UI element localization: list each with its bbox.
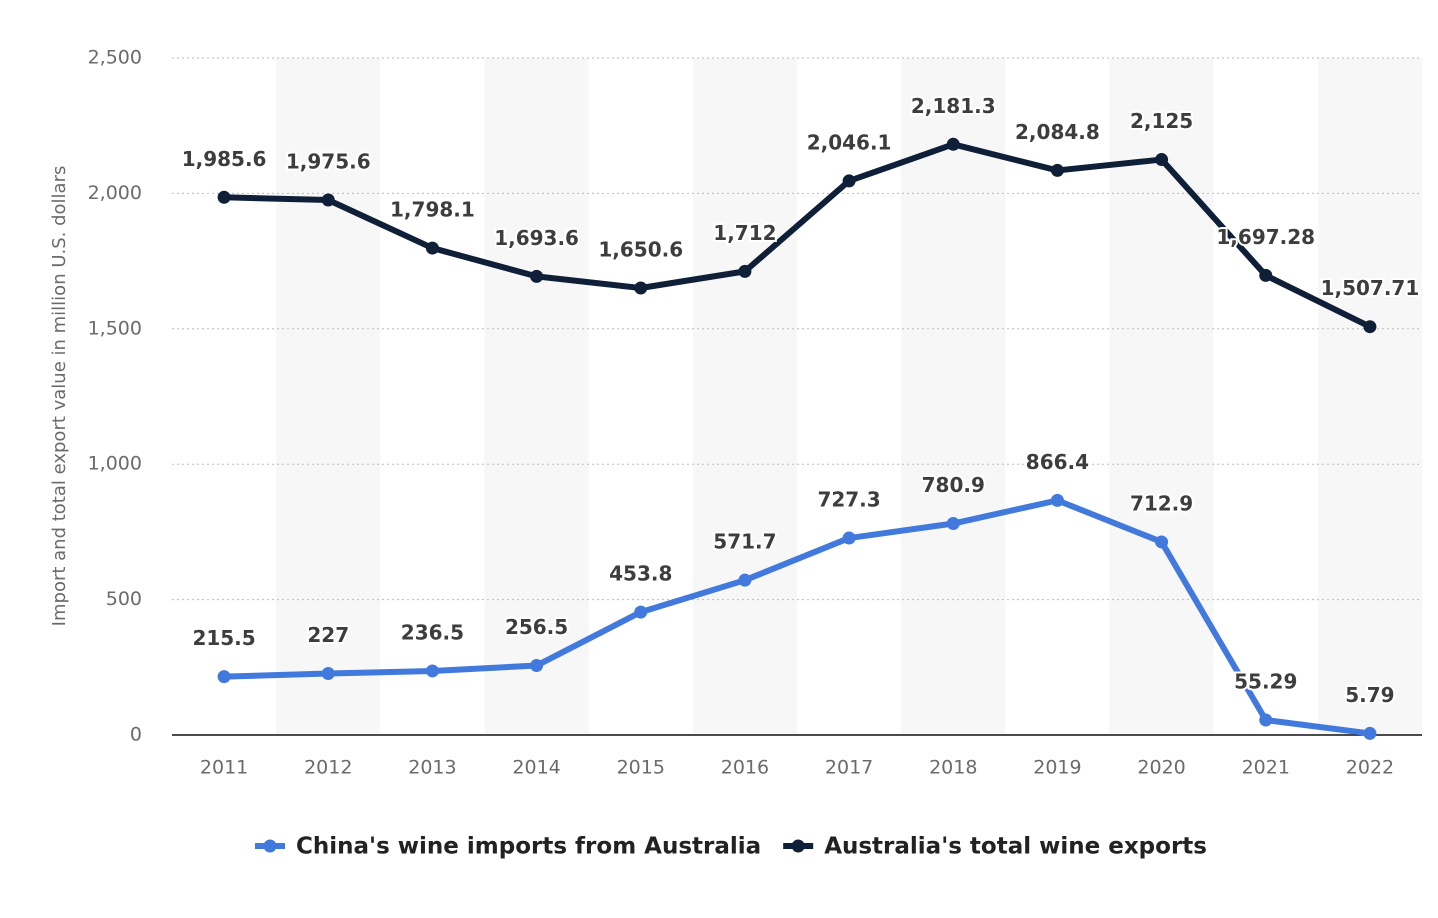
y-tick-label: 500: [106, 588, 142, 610]
point: [1259, 713, 1273, 727]
point: [842, 174, 856, 188]
point: [1155, 153, 1169, 167]
point: [946, 517, 960, 531]
point: [738, 573, 752, 587]
point: [321, 667, 335, 681]
value-label: 2,181.3: [911, 94, 996, 118]
value-label: 1,798.1: [390, 198, 475, 222]
point: [634, 281, 648, 295]
value-label: 1,985.6: [182, 147, 267, 171]
x-tick-label: 2022: [1346, 757, 1394, 779]
x-tick-label: 2011: [200, 757, 248, 779]
band: [276, 58, 381, 735]
value-label: 727.3: [817, 488, 880, 512]
point: [217, 670, 231, 684]
value-label: 2,046.1: [807, 130, 892, 154]
legend-label: China's wine imports from Australia: [296, 834, 761, 860]
value-label: 1,507.71: [1321, 276, 1420, 300]
value-label: 5.79: [1345, 683, 1394, 707]
point: [1155, 535, 1169, 549]
value-label: 866.4: [1026, 450, 1089, 474]
point: [1050, 163, 1064, 177]
x-tick-label: 2015: [617, 757, 665, 779]
value-label: 571.7: [713, 530, 776, 554]
x-tick-label: 2013: [408, 757, 456, 779]
legend-item[interactable]: China's wine imports from Australia: [255, 834, 761, 860]
legend-dot: [263, 839, 277, 853]
value-label: 256.5: [505, 615, 568, 639]
x-tick-label: 2014: [512, 757, 560, 779]
x-tick-label: 2012: [304, 757, 352, 779]
legend-label: Australia's total wine exports: [824, 834, 1207, 860]
y-axis-label: Import and total export value in million…: [49, 166, 70, 627]
value-label: 227: [307, 623, 349, 647]
x-tick-label: 2021: [1242, 757, 1290, 779]
point: [530, 659, 544, 673]
value-label: 2,084.8: [1015, 120, 1100, 144]
value-label: 2,125: [1130, 109, 1193, 133]
y-tick-label: 0: [130, 724, 142, 746]
point: [217, 190, 231, 204]
point: [738, 264, 752, 278]
legend-item[interactable]: Australia's total wine exports: [783, 834, 1207, 860]
series-line: [224, 141, 1372, 330]
band: [1109, 58, 1214, 735]
band: [484, 58, 589, 735]
x-tick-label: 2016: [721, 757, 769, 779]
x-tick-label: 2020: [1137, 757, 1185, 779]
value-label: 453.8: [609, 562, 672, 586]
legend-dot: [791, 839, 805, 853]
value-label: 236.5: [401, 620, 464, 644]
value-label: 1,697.28: [1216, 225, 1315, 249]
point: [425, 664, 439, 678]
x-tick-label: 2017: [825, 757, 873, 779]
y-tick-label: 1,500: [88, 317, 142, 339]
x-tick-label: 2019: [1033, 757, 1081, 779]
point: [1259, 268, 1273, 282]
y-tick-label: 2,500: [88, 47, 142, 69]
value-label: 215.5: [192, 626, 255, 650]
point: [530, 269, 544, 283]
y-tick-label: 1,000: [88, 453, 142, 475]
value-label: 1,693.6: [494, 226, 579, 250]
value-label: 1,712: [713, 221, 776, 245]
y-tick-label: 2,000: [88, 182, 142, 204]
point: [1050, 493, 1064, 507]
point: [634, 605, 648, 619]
point: [425, 241, 439, 255]
value-label: 712.9: [1130, 491, 1193, 515]
point: [321, 193, 335, 207]
point: [842, 531, 856, 545]
value-label: 1,650.6: [598, 238, 683, 262]
band: [901, 58, 1006, 735]
band: [1317, 58, 1422, 735]
point: [1363, 726, 1377, 740]
value-label: 1,975.6: [286, 150, 371, 174]
band: [692, 58, 797, 735]
point: [946, 137, 960, 151]
x-tick-label: 2018: [929, 757, 977, 779]
point: [1363, 320, 1377, 334]
value-label: 55.29: [1234, 670, 1297, 694]
value-label: 780.9: [922, 473, 985, 497]
series-line: [223, 497, 1371, 737]
